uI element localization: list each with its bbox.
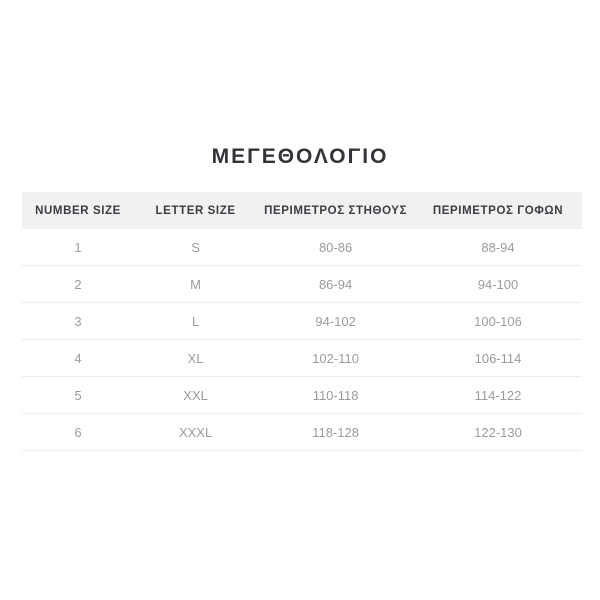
cell-number-size: 3 bbox=[22, 302, 134, 340]
column-header-number-size: NUMBER SIZE bbox=[22, 192, 134, 229]
cell-letter-size: XL bbox=[134, 339, 258, 377]
size-chart-table-container: NUMBER SIZE LETTER SIZE ΠΕΡΙΜΕΤΡΟΣ ΣΤΗΘΟ… bbox=[22, 192, 582, 451]
cell-number-size: 1 bbox=[22, 229, 134, 266]
cell-chest-circumference: 80-86 bbox=[257, 229, 414, 266]
cell-number-size: 4 bbox=[22, 339, 134, 377]
cell-chest-circumference: 118-128 bbox=[257, 413, 414, 451]
cell-chest-circumference: 102-110 bbox=[257, 339, 414, 377]
table-header-row: NUMBER SIZE LETTER SIZE ΠΕΡΙΜΕΤΡΟΣ ΣΤΗΘΟ… bbox=[22, 192, 582, 229]
column-header-letter-size: LETTER SIZE bbox=[134, 192, 258, 229]
column-header-chest-circumference: ΠΕΡΙΜΕΤΡΟΣ ΣΤΗΘΟΥΣ bbox=[257, 192, 414, 229]
table-body: 1 S 80-86 88-94 2 M 86-94 94-100 3 L 94-… bbox=[22, 229, 582, 451]
cell-letter-size: M bbox=[134, 265, 258, 303]
cell-chest-circumference: 110-118 bbox=[257, 376, 414, 414]
table-row: 1 S 80-86 88-94 bbox=[22, 229, 582, 266]
cell-hip-circumference: 88-94 bbox=[413, 229, 582, 266]
table-row: 4 XL 102-110 106-114 bbox=[22, 339, 582, 377]
cell-number-size: 5 bbox=[22, 376, 134, 414]
cell-letter-size: XXXL bbox=[134, 413, 258, 451]
cell-letter-size: XXL bbox=[134, 376, 258, 414]
cell-hip-circumference: 100-106 bbox=[413, 302, 582, 340]
cell-number-size: 2 bbox=[22, 265, 134, 303]
cell-chest-circumference: 94-102 bbox=[257, 302, 414, 340]
page-title: ΜΕΓΕΘΟΛΟΓΙΟ bbox=[211, 145, 389, 168]
table-row: 5 XXL 110-118 114-122 bbox=[22, 376, 582, 414]
column-header-hip-circumference: ΠΕΡΙΜΕΤΡΟΣ ΓΟΦΩΝ bbox=[413, 192, 582, 229]
cell-letter-size: L bbox=[134, 302, 258, 340]
cell-hip-circumference: 94-100 bbox=[413, 265, 582, 303]
cell-chest-circumference: 86-94 bbox=[257, 265, 414, 303]
table-header: NUMBER SIZE LETTER SIZE ΠΕΡΙΜΕΤΡΟΣ ΣΤΗΘΟ… bbox=[22, 192, 582, 229]
table-row: 6 XXXL 118-128 122-130 bbox=[22, 413, 582, 451]
table-row: 3 L 94-102 100-106 bbox=[22, 302, 582, 340]
table-row: 2 M 86-94 94-100 bbox=[22, 265, 582, 303]
cell-hip-circumference: 106-114 bbox=[413, 339, 582, 377]
cell-number-size: 6 bbox=[22, 413, 134, 451]
size-chart-table: NUMBER SIZE LETTER SIZE ΠΕΡΙΜΕΤΡΟΣ ΣΤΗΘΟ… bbox=[22, 192, 582, 451]
cell-hip-circumference: 114-122 bbox=[413, 376, 582, 414]
cell-hip-circumference: 122-130 bbox=[413, 413, 582, 451]
cell-letter-size: S bbox=[134, 229, 258, 266]
